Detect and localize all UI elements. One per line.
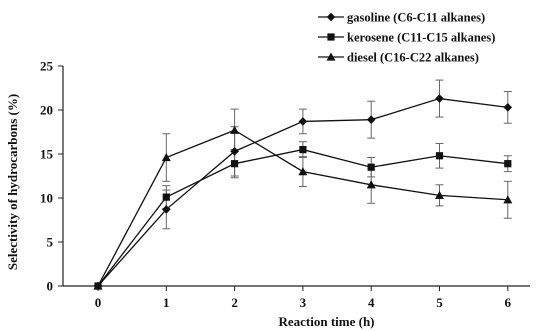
legend-label: gasoline (C6-C11 alkanes): [347, 11, 485, 25]
data-point: [298, 167, 308, 176]
data-point: [503, 103, 513, 112]
y-tick-label: 0: [47, 279, 54, 294]
data-point: [435, 190, 444, 199]
data-point: [435, 152, 444, 160]
data-point: [230, 125, 240, 134]
y-tick-label: 25: [40, 59, 54, 74]
data-point: [231, 160, 239, 168]
x-tick-label: 1: [163, 295, 170, 310]
error-bars: [162, 79, 512, 230]
data-point: [162, 205, 171, 214]
data-point: [93, 281, 103, 290]
x-tick-label: 3: [300, 295, 307, 310]
legend: gasoline (C6-C11 alkanes) kerosene (C11-C…: [318, 11, 495, 65]
x-tick-label: 5: [436, 295, 443, 310]
legend-label: kerosene (C11-C15 alkanes): [347, 31, 495, 45]
y-tick-label: 20: [40, 103, 53, 118]
data-point: [230, 147, 239, 156]
y-tick-label: 5: [47, 235, 54, 250]
x-axis-title: Reaction time (h): [278, 314, 374, 329]
data-point: [366, 115, 376, 124]
x-tick-label: 4: [368, 295, 375, 310]
y-axis-title: Selectivity of hydrocarbons (%): [5, 94, 20, 270]
data-point: [162, 193, 170, 201]
y-tick-label: 15: [40, 147, 54, 162]
legend-marker: [326, 52, 336, 61]
data-point: [161, 153, 171, 162]
data-point: [503, 195, 513, 204]
x-tick-label: 2: [231, 295, 238, 310]
data-point: [367, 163, 375, 171]
data-point: [435, 94, 444, 103]
legend-marker: [326, 12, 336, 22]
data-point: [299, 146, 307, 154]
ticks: 0 5 10 15 20 25 0 1 2 3 4 5 6: [40, 59, 512, 311]
x-tick-label: 0: [95, 295, 102, 310]
data-point: [366, 180, 376, 189]
legend-label: diesel (C16-C22 alkanes): [347, 51, 479, 65]
x-tick-label: 6: [505, 295, 512, 310]
series-markers: [93, 94, 513, 291]
axes: [62, 66, 530, 287]
data-point: [298, 117, 308, 126]
y-tick-label: 10: [40, 191, 53, 206]
legend-marker: [327, 33, 335, 41]
data-point: [504, 160, 512, 168]
